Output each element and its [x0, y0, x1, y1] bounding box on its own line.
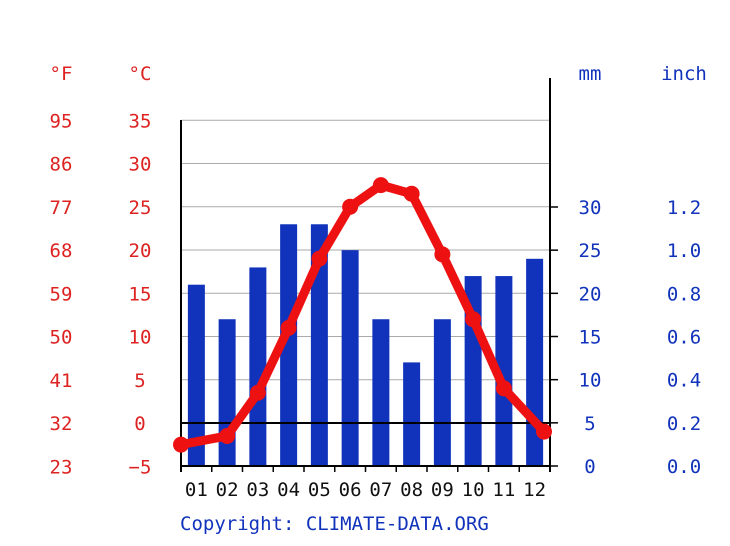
fahrenheit-tick-label: 86 [50, 154, 73, 176]
temperature-point [219, 427, 236, 444]
month-label: 02 [216, 479, 239, 501]
grid [181, 119, 550, 381]
celsius-tick-label: 0 [134, 413, 145, 435]
celsius-tick-label: −5 [129, 456, 152, 478]
temperature-point [403, 185, 420, 202]
temperature-point [372, 177, 389, 194]
mm-tick-label: 25 [579, 240, 602, 262]
axes [180, 78, 558, 472]
inch-tick-label: 1.0 [667, 240, 701, 262]
fahrenheit-tick-label: 23 [50, 456, 73, 478]
precipitation-bar [280, 224, 298, 466]
month-label: 01 [185, 479, 208, 501]
fahrenheit-tick-label: 77 [50, 197, 73, 219]
celsius-tick-label: 25 [129, 197, 152, 219]
celsius-tick-label: 30 [129, 154, 152, 176]
temperature-line [173, 177, 552, 453]
mm-tick-label: 10 [579, 370, 602, 392]
inch-tick-label: 0.0 [667, 456, 701, 478]
temperature-point [249, 384, 266, 401]
copyright-text: Copyright: CLIMATE-DATA.ORG [180, 513, 489, 535]
month-label: 12 [523, 479, 546, 501]
fahrenheit-tick-label: 41 [50, 370, 73, 392]
celsius-tick-label: 10 [129, 327, 152, 349]
temperature-point [342, 198, 359, 215]
inch-tick-label: 0.2 [667, 413, 701, 435]
temperature-point [465, 311, 482, 328]
precipitation-bar [403, 362, 421, 466]
precipitation-bar [310, 224, 328, 466]
fahrenheit-tick-label: 95 [50, 110, 73, 132]
precipitation-bar [218, 319, 236, 466]
mm-tick-label: 30 [579, 197, 602, 219]
temperature-point [434, 246, 451, 263]
inch-axis-title: inch [661, 63, 707, 85]
inch-tick-label: 0.6 [667, 327, 701, 349]
celsius-tick-label: 15 [129, 283, 152, 305]
month-label: 10 [462, 479, 485, 501]
precipitation-bars [187, 224, 544, 466]
month-label: 08 [400, 479, 423, 501]
month-label: 05 [308, 479, 331, 501]
inch-tick-label: 0.8 [667, 283, 701, 305]
celsius-tick-label: 20 [129, 240, 152, 262]
precipitation-bar [187, 284, 205, 466]
month-label: 07 [369, 479, 392, 501]
temperature-point [173, 436, 189, 453]
month-label: 04 [277, 479, 300, 501]
month-label: 03 [246, 479, 269, 501]
mm-axis-title: mm [579, 63, 602, 85]
axis-labels: 95867768595041322335302520151050−5302520… [50, 110, 702, 501]
temperature-point [536, 423, 552, 440]
temperature-point [495, 380, 512, 397]
inch-tick-label: 1.2 [667, 197, 701, 219]
temperature-point [280, 319, 297, 336]
mm-tick-label: 20 [579, 283, 602, 305]
precipitation-bar [341, 250, 359, 466]
mm-tick-label: 5 [584, 413, 595, 435]
fahrenheit-tick-label: 50 [50, 327, 73, 349]
month-label: 11 [492, 479, 515, 501]
temperature-series-line [176, 180, 549, 450]
celsius-tick-label: 35 [129, 110, 152, 132]
fahrenheit-axis-title: °F [50, 63, 73, 85]
fahrenheit-tick-label: 68 [50, 240, 73, 262]
celsius-axis-title: °C [129, 63, 152, 85]
month-label: 09 [431, 479, 454, 501]
precipitation-bar [249, 267, 267, 466]
fahrenheit-tick-label: 59 [50, 283, 73, 305]
fahrenheit-tick-label: 32 [50, 413, 73, 435]
precipitation-bar [372, 319, 390, 466]
precipitation-bar [433, 319, 451, 466]
precipitation-bar [495, 276, 513, 466]
mm-tick-label: 15 [579, 327, 602, 349]
month-label: 06 [339, 479, 362, 501]
inch-tick-label: 0.4 [667, 370, 701, 392]
temperature-point [311, 250, 328, 267]
celsius-tick-label: 5 [134, 370, 145, 392]
mm-tick-label: 0 [584, 456, 595, 478]
